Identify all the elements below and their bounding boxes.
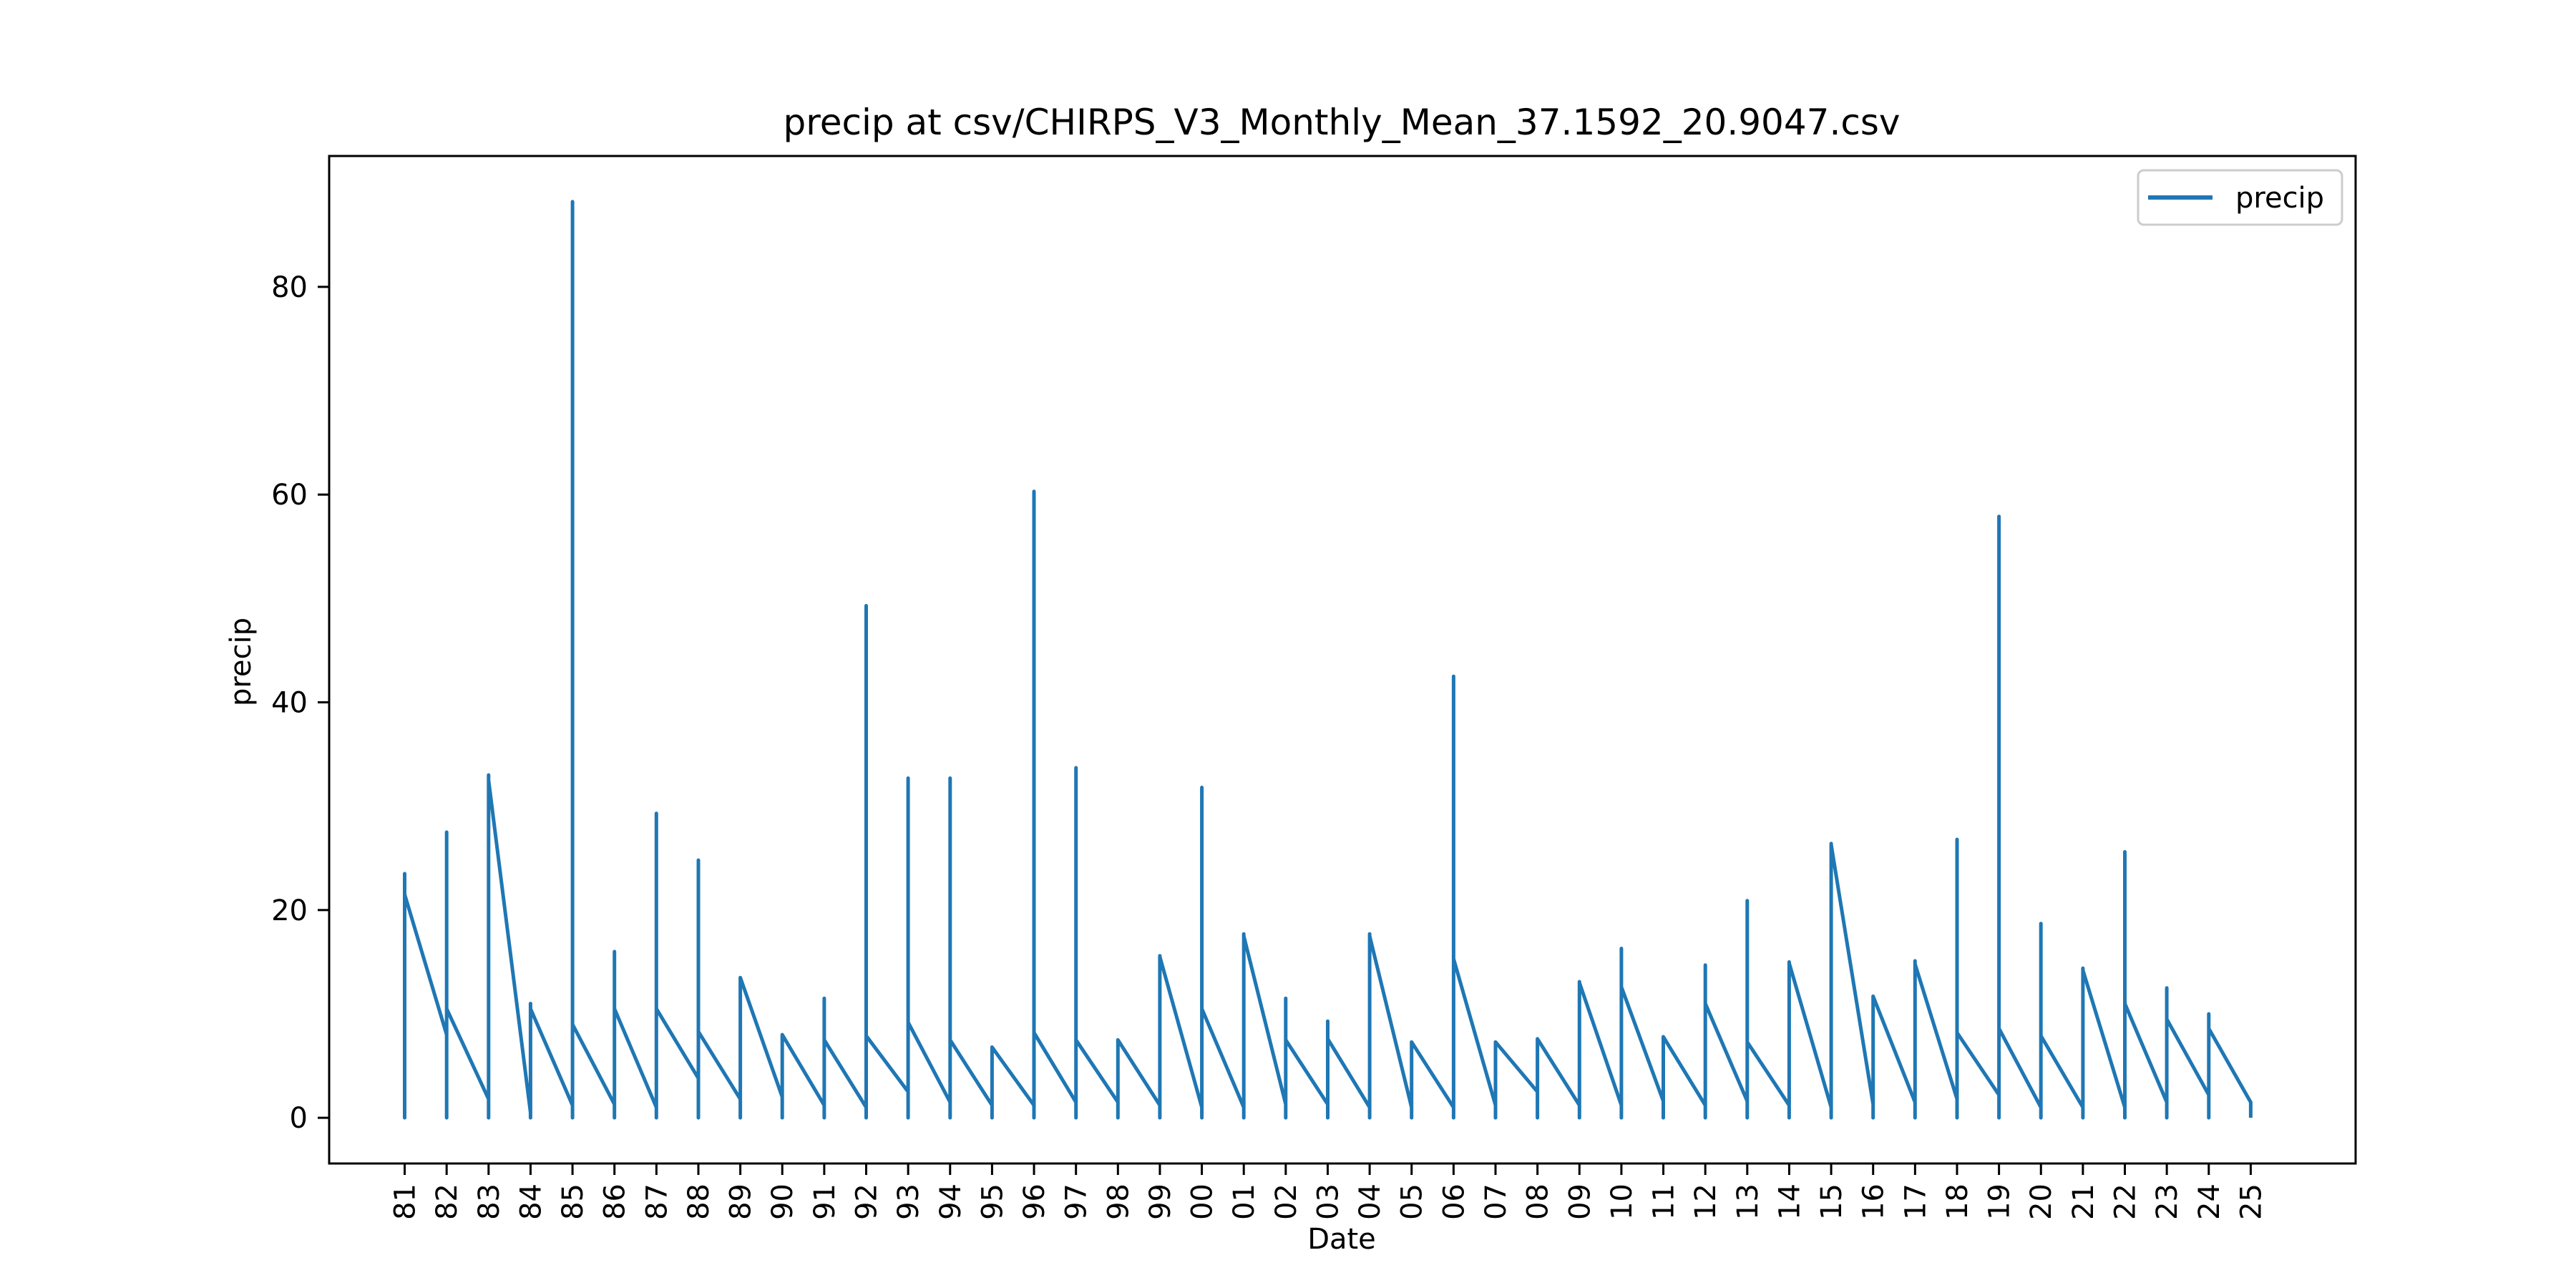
x-tick-label: 08 <box>1522 1184 1555 1220</box>
x-tick-label: 09 <box>1563 1184 1596 1220</box>
x-tick-label: 15 <box>1815 1184 1848 1220</box>
x-tick-label: 89 <box>725 1184 758 1220</box>
x-tick-label: 16 <box>1858 1184 1890 1220</box>
legend-label-precip: precip <box>2235 182 2324 215</box>
x-tick-label: 24 <box>2193 1184 2226 1220</box>
x-tick-label: 06 <box>1438 1184 1470 1220</box>
x-tick-label: 94 <box>935 1184 967 1220</box>
x-tick-label: 95 <box>976 1184 1009 1220</box>
x-tick-label: 17 <box>1899 1184 1932 1220</box>
x-tick-label: 14 <box>1773 1184 1806 1220</box>
x-tick-label: 22 <box>2109 1184 2142 1220</box>
x-tick-label: 12 <box>1689 1184 1722 1220</box>
x-tick-label: 05 <box>1396 1184 1429 1220</box>
x-tick-label: 20 <box>2025 1184 2058 1220</box>
axes-frame <box>328 155 2357 1165</box>
x-tick-label: 87 <box>640 1184 673 1220</box>
x-tick-label: 19 <box>1984 1184 2016 1220</box>
x-tick-label: 13 <box>1732 1184 1765 1220</box>
x-tick-label: 10 <box>1606 1184 1639 1220</box>
x-tick-label: 01 <box>1228 1184 1261 1220</box>
x-tick-label: 99 <box>1144 1184 1177 1220</box>
x-tick-label: 81 <box>389 1184 422 1220</box>
x-tick-label: 03 <box>1312 1184 1345 1220</box>
series-line-precip <box>403 200 2253 1120</box>
x-tick-label: 82 <box>431 1184 464 1220</box>
x-tick-label: 18 <box>1941 1184 1974 1220</box>
x-tick-label: 93 <box>892 1184 925 1220</box>
y-tick-label: 40 <box>271 687 308 720</box>
x-tick-label: 97 <box>1060 1184 1093 1220</box>
x-tick-label: 91 <box>809 1184 841 1220</box>
x-tick-label: 92 <box>851 1184 884 1220</box>
x-tick-label: 90 <box>766 1184 799 1220</box>
x-tick-label: 04 <box>1354 1184 1387 1220</box>
x-tick-label: 96 <box>1018 1184 1051 1220</box>
y-tick-label: 80 <box>271 271 308 304</box>
x-tick-label: 02 <box>1270 1184 1303 1220</box>
x-tick-label: 83 <box>473 1184 506 1220</box>
x-tick-label: 88 <box>683 1184 716 1220</box>
y-tick-label: 20 <box>271 894 308 927</box>
legend-box <box>2137 169 2343 226</box>
legend: precip <box>2137 169 2343 226</box>
x-tick-label: 11 <box>1648 1184 1681 1220</box>
y-tick-label: 0 <box>290 1102 308 1135</box>
x-tick-label: 07 <box>1480 1184 1513 1220</box>
x-tick-label: 23 <box>2151 1184 2184 1220</box>
chart-title: precip at csv/CHIRPS_V3_Monthly_Mean_37.… <box>784 102 1901 143</box>
x-tick-label: 00 <box>1186 1184 1219 1220</box>
x-tick-label: 98 <box>1102 1184 1135 1220</box>
x-axis-label: Date <box>1307 1223 1376 1256</box>
y-tick-label: 60 <box>271 479 308 512</box>
plot-layer <box>403 200 2253 1120</box>
x-tick-label: 21 <box>2067 1184 2100 1220</box>
x-tick-label: 25 <box>2235 1184 2268 1220</box>
x-tick-label: 86 <box>599 1184 632 1220</box>
x-tick-label: 85 <box>557 1184 590 1220</box>
x-tick-label: 84 <box>514 1184 547 1220</box>
y-axis-label: precip <box>225 618 258 706</box>
